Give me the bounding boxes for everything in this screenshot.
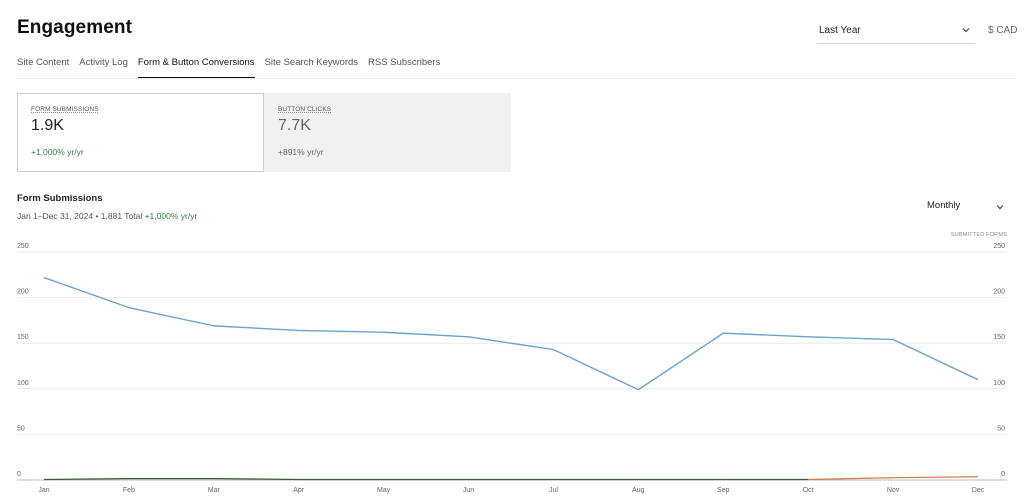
y-tick-label-right: 50 — [997, 425, 1005, 432]
y-tick-label-right: 200 — [993, 289, 1005, 296]
x-tick-label: Aug — [632, 487, 645, 494]
y-tick-label-right: 0 — [1001, 471, 1005, 478]
tabs-divider — [17, 78, 1016, 79]
line-chart[interactable]: 0 0 50 50 100 100 150 150 200 200 250 250 Jan Feb Mar A… — [0, 240, 1024, 501]
series-segment-prior — [213, 477, 299, 481]
y-tick-label-right: 150 — [993, 334, 1005, 341]
tab-site-search-keywords[interactable]: Site Search Keywords — [264, 57, 359, 68]
interval-dropdown[interactable]: Monthly — [925, 196, 1007, 216]
x-tick-label: Jul — [549, 487, 558, 494]
chart-title: Form Submissions — [17, 193, 103, 204]
kpi-value: 7.7K — [278, 117, 311, 134]
y-tick-label-left: 250 — [17, 243, 29, 250]
series-segment-prior — [808, 477, 894, 481]
kpi-label: BUTTON CLICKS — [278, 106, 332, 113]
tab-site-content[interactable]: Site Content — [17, 57, 70, 68]
x-tick-label: Dec — [972, 487, 985, 494]
kpi-value: 1.9K — [31, 117, 64, 134]
chart-subtitle-range: Jan 1–Dec 31, 2024 • 1,881 Total — [17, 211, 143, 221]
y-tick-label-right: 250 — [993, 243, 1005, 250]
date-range-value: Last Year — [819, 24, 861, 36]
x-tick-label: Jun — [463, 487, 474, 494]
y-tick-label-left: 150 — [17, 334, 29, 341]
x-tick-label: Nov — [887, 487, 900, 494]
y-tick-label-left: 200 — [17, 289, 29, 296]
currency-label: $ CAD — [988, 25, 1018, 36]
series-segment-prior — [893, 476, 979, 479]
x-tick-label: Oct — [803, 487, 814, 494]
x-tick-label: Sep — [717, 487, 730, 494]
tab-activity-log[interactable]: Activity Log — [79, 57, 128, 68]
series-segment-prior — [43, 477, 129, 481]
chevron-down-icon — [962, 28, 970, 33]
chart-subtitle-change: +1,000% yr/yr — [144, 211, 198, 221]
x-tick-label: Mar — [208, 487, 221, 494]
kpi-change: +1,000% yr/yr — [31, 147, 84, 157]
date-range-dropdown[interactable]: Last Year — [817, 17, 975, 44]
x-tick-label: Feb — [123, 487, 135, 494]
y-tick-label-left: 50 — [17, 425, 25, 432]
x-tick-label: Jan — [38, 487, 49, 494]
y-tick-label-left: 100 — [17, 380, 29, 387]
page-title: Engagement — [17, 17, 133, 38]
interval-value: Monthly — [927, 200, 961, 211]
tab-form-button-conversions[interactable]: Form & Button Conversions — [137, 50, 255, 79]
tab-bar: Site Content Activity Log Form & Button … — [17, 50, 450, 80]
y-tick-label-right: 100 — [993, 380, 1005, 387]
chevron-down-icon — [996, 205, 1004, 210]
kpi-label: FORM SUBMISSIONS — [31, 106, 99, 113]
x-tick-label: Apr — [293, 487, 305, 494]
x-tick-label: May — [377, 487, 391, 494]
tab-rss-subscribers[interactable]: RSS Subscribers — [368, 57, 441, 68]
series-label: SUBMITTED FORMS — [950, 232, 1007, 238]
series-line-submitted-forms — [43, 276, 979, 391]
y-tick-label-left: 0 — [17, 471, 21, 478]
chart-subtitle: Jan 1–Dec 31, 2024 • 1,881 Total +1,000%… — [17, 211, 197, 221]
kpi-change: +891% yr/yr — [278, 147, 324, 157]
kpi-card-form-submissions[interactable]: FORM SUBMISSIONS 1.9K +1,000% yr/yr — [17, 93, 264, 172]
kpi-card-button-clicks[interactable]: BUTTON CLICKS 7.7K +891% yr/yr — [264, 93, 511, 172]
